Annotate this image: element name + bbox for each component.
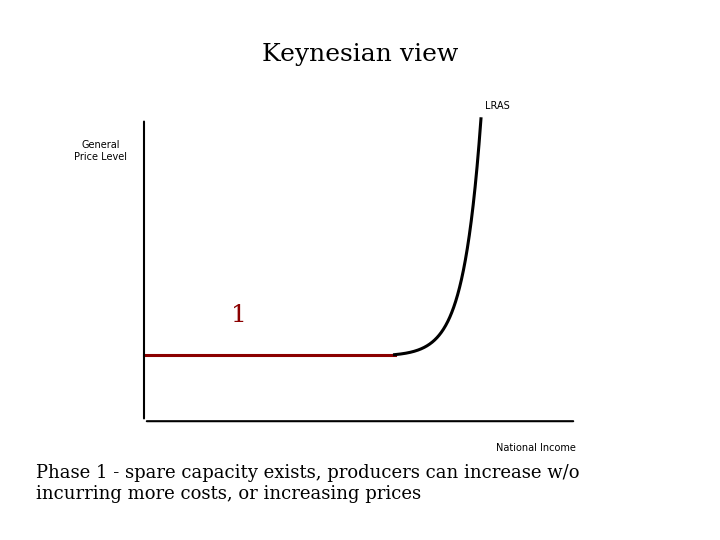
Text: National Income: National Income [496,443,576,453]
Text: 1: 1 [231,304,247,327]
Text: LRAS: LRAS [485,100,509,111]
Text: Phase 1 - spare capacity exists, producers can increase w/o
incurring more costs: Phase 1 - spare capacity exists, produce… [36,464,580,503]
Text: Keynesian view: Keynesian view [262,43,458,65]
Text: General
Price Level: General Price Level [74,140,127,162]
